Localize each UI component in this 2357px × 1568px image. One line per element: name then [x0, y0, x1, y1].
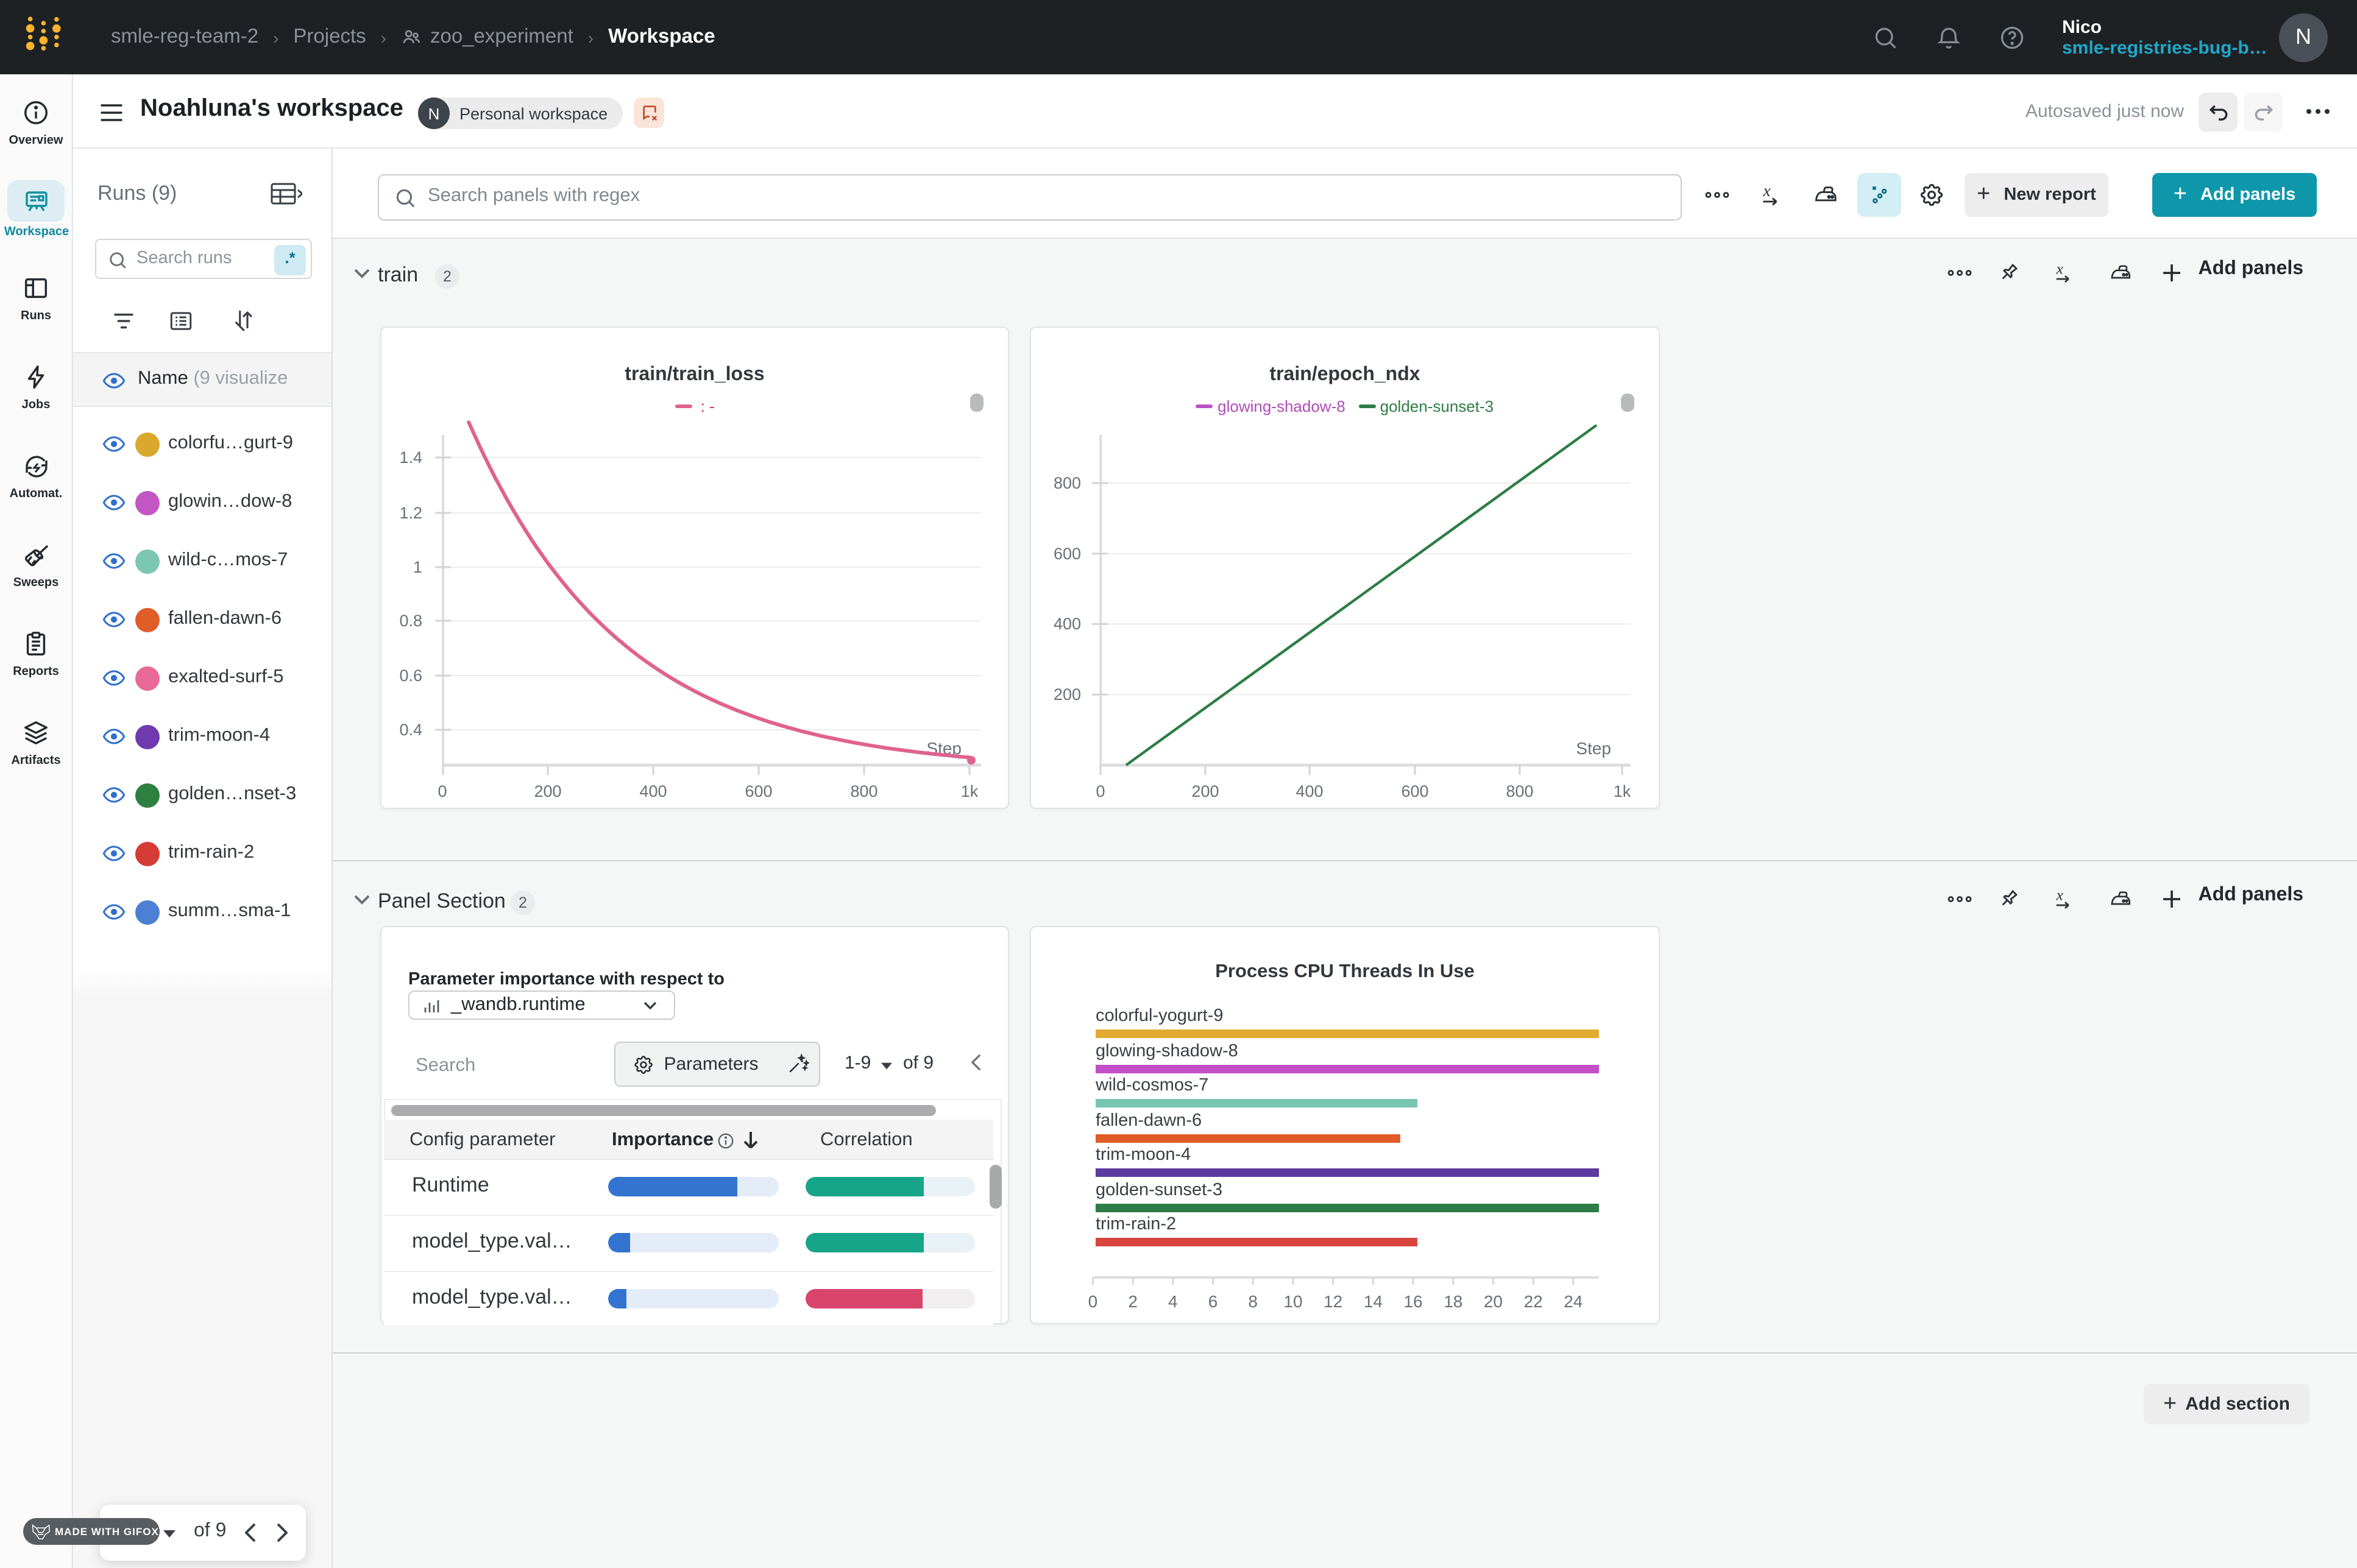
svg-text:22: 22 — [1524, 1292, 1543, 1311]
svg-text:18: 18 — [1444, 1292, 1462, 1311]
svg-text:20: 20 — [1484, 1292, 1503, 1311]
svg-text:800: 800 — [1506, 782, 1533, 800]
svg-text:400: 400 — [639, 782, 667, 800]
svg-text:4: 4 — [1168, 1292, 1178, 1311]
svg-text:1k: 1k — [1614, 782, 1631, 800]
svg-text:1: 1 — [413, 558, 422, 576]
svg-text:0.8: 0.8 — [399, 612, 422, 630]
svg-text:x: x — [1762, 183, 1770, 200]
svg-text:0: 0 — [1088, 1292, 1098, 1311]
svg-text:200: 200 — [1054, 685, 1081, 704]
svg-text:1k: 1k — [961, 782, 979, 800]
svg-text:400: 400 — [1295, 782, 1323, 800]
svg-text:600: 600 — [745, 782, 772, 800]
svg-text:0: 0 — [1096, 782, 1105, 800]
svg-text:x: x — [2056, 888, 2063, 904]
svg-text:200: 200 — [534, 782, 561, 800]
svg-text:2: 2 — [1128, 1292, 1138, 1311]
svg-text:14: 14 — [1364, 1292, 1383, 1311]
svg-text:800: 800 — [1054, 474, 1081, 492]
svg-text:600: 600 — [1054, 545, 1081, 563]
svg-text:200: 200 — [1191, 782, 1219, 800]
svg-text:Step: Step — [1576, 739, 1611, 758]
svg-text:0.4: 0.4 — [399, 721, 422, 739]
svg-text:600: 600 — [1401, 782, 1428, 800]
svg-text:10: 10 — [1283, 1292, 1302, 1311]
svg-text:16: 16 — [1403, 1292, 1422, 1311]
svg-text:8: 8 — [1248, 1292, 1258, 1311]
svg-text:400: 400 — [1054, 615, 1081, 633]
svg-text:0: 0 — [438, 782, 447, 800]
svg-text:12: 12 — [1324, 1292, 1342, 1311]
svg-text:x: x — [2056, 261, 2063, 278]
svg-text:0.6: 0.6 — [399, 666, 422, 685]
svg-text:1.4: 1.4 — [399, 448, 422, 467]
svg-text:24: 24 — [1564, 1292, 1583, 1311]
svg-text:6: 6 — [1208, 1292, 1218, 1311]
svg-text:800: 800 — [850, 782, 877, 800]
svg-text:1.2: 1.2 — [399, 504, 422, 522]
